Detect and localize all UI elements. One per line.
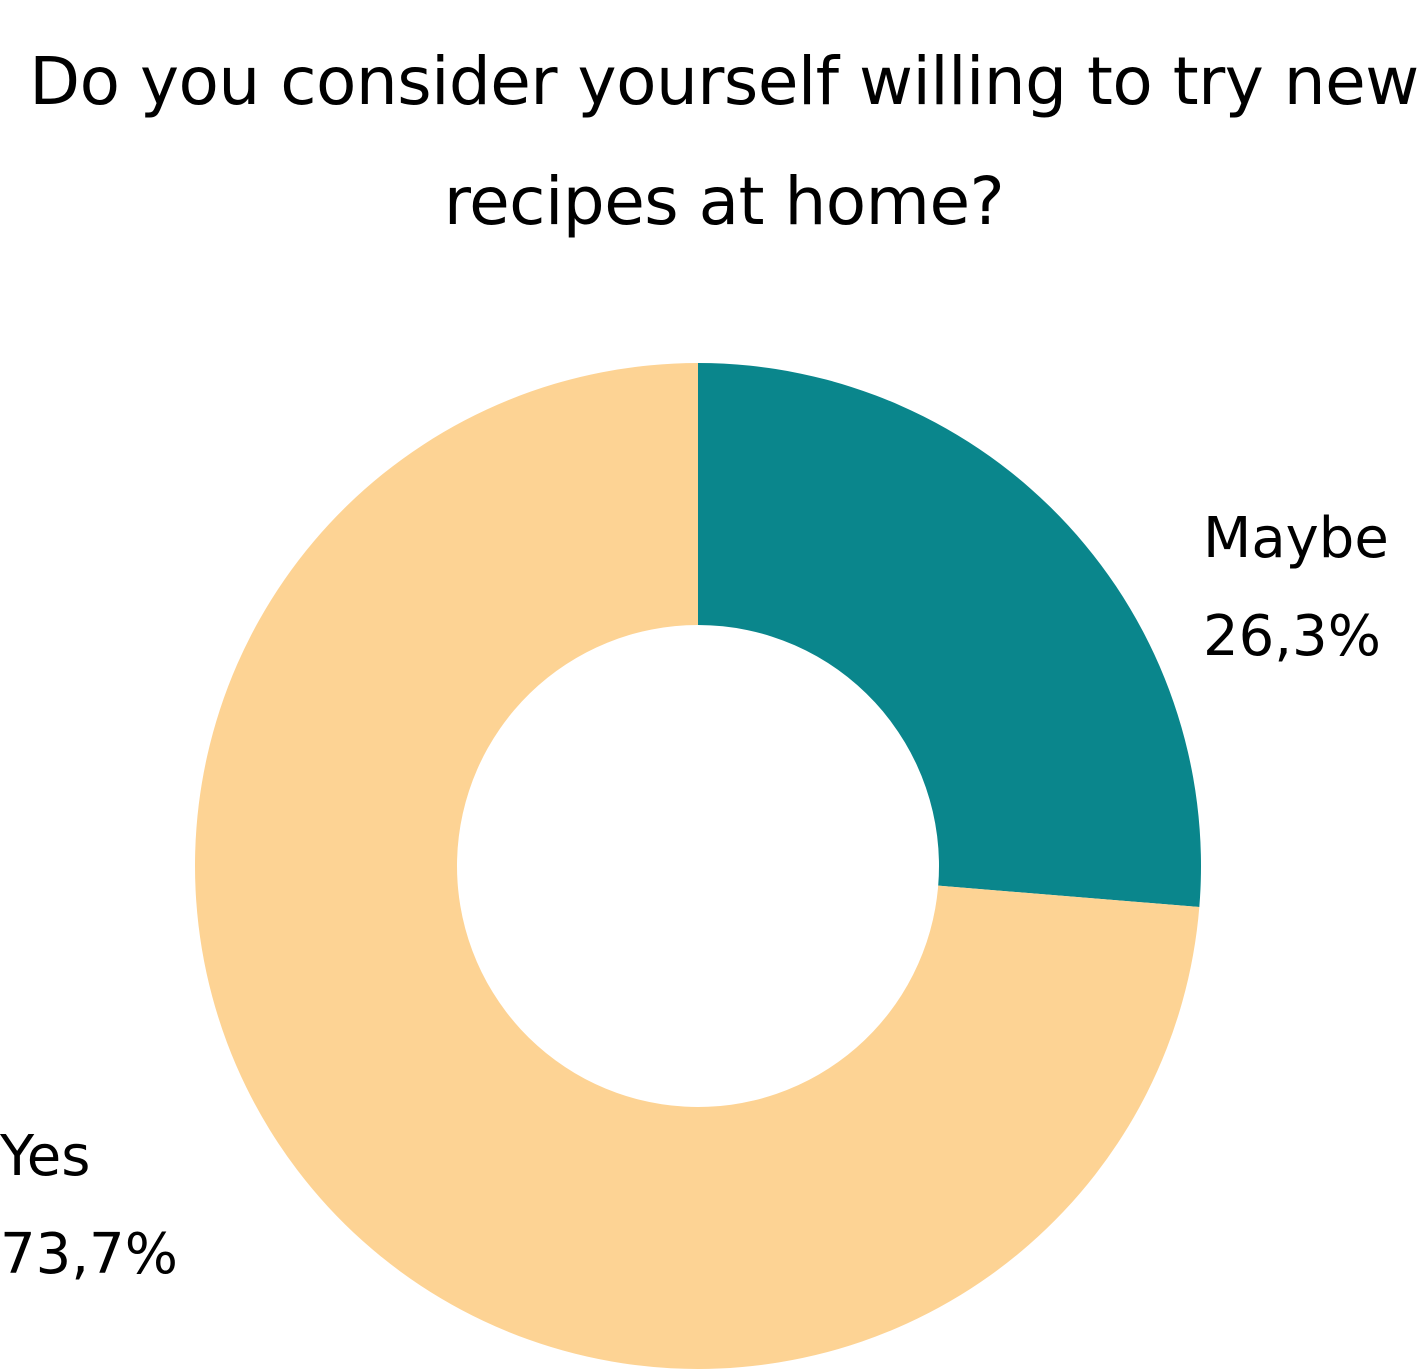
chart-title: Do you consider yourself willing to try … xyxy=(29,43,1419,240)
label-maybe: Maybe 26,3% xyxy=(1203,490,1389,686)
slice-maybe xyxy=(698,363,1201,908)
label-yes-name: Yes xyxy=(0,1124,91,1189)
slice-yes xyxy=(194,363,1200,1369)
label-maybe-name: Maybe xyxy=(1203,506,1389,571)
label-maybe-value: 26,3% xyxy=(1203,604,1381,669)
label-yes: Yes 73,7% xyxy=(0,1108,178,1304)
label-yes-value: 73,7% xyxy=(0,1222,178,1287)
